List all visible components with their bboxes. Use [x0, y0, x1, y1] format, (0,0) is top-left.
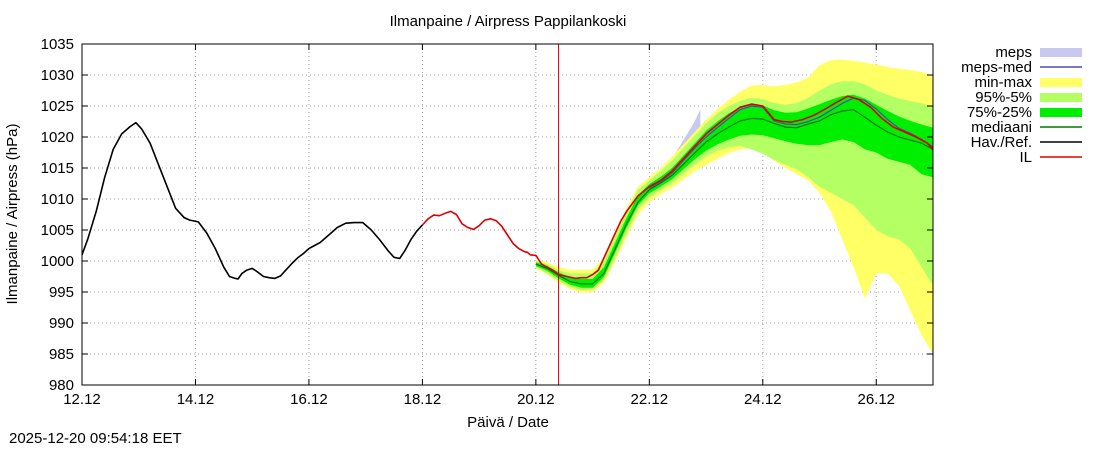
- series-line-hav-ref: [81, 121, 423, 280]
- x-tick-label: 14.12: [177, 391, 215, 408]
- x-tick-label: 22.12: [631, 391, 669, 408]
- legend: mepsmeps-medmin-max95%-5%75%-25%mediaani…: [961, 44, 1082, 166]
- legend-label-meps-med: meps-med: [961, 59, 1032, 76]
- chart-title: Ilmanpaine / Airpress Pappilankoski: [390, 13, 627, 30]
- y-tick-label: 995: [49, 284, 74, 301]
- legend-label-meps: meps: [995, 44, 1032, 61]
- y-tick-label: 985: [49, 346, 74, 363]
- y-tick-label: 1035: [41, 36, 74, 53]
- legend-swatch-min-max: [1040, 78, 1082, 87]
- y-tick-label: 1015: [41, 160, 74, 177]
- legend-label-mediaani: mediaani: [971, 119, 1032, 136]
- x-tick-label: 20.12: [517, 391, 555, 408]
- update-timestamp: 2025-12-20 09:54:18 EET: [9, 430, 182, 447]
- x-tick-label: 24.12: [744, 391, 782, 408]
- forecast-bands: [535, 59, 933, 354]
- band-75-25: [535, 94, 933, 288]
- x-tick-label: 16.12: [290, 391, 328, 408]
- series-lines: [81, 95, 934, 285]
- y-tick-label: 1005: [41, 222, 74, 239]
- series-line-mediaani: [535, 109, 934, 285]
- x-tick-label: 26.12: [857, 391, 895, 408]
- legend-label-hav-ref: Hav./Ref.: [971, 134, 1032, 151]
- x-tick-label: 18.12: [404, 391, 442, 408]
- legend-label-min-max: min-max: [974, 74, 1032, 91]
- y-axis-label: Ilmanpaine / Airpress (hPa): [4, 124, 21, 305]
- series-line-meps-med: [649, 97, 934, 189]
- legend-label-95-5: 95%-5%: [975, 89, 1032, 106]
- plot-frame: [81, 43, 934, 386]
- axis-ticks: 980 985 990 995 1000 1005 1010 1015 1020 1025 1030…: [41, 36, 933, 408]
- y-tick-label: 1000: [41, 253, 74, 270]
- y-tick-label: 980: [49, 377, 74, 394]
- y-tick-label: 1030: [41, 67, 74, 84]
- y-tick-label: 990: [49, 315, 74, 332]
- y-tick-label: 1020: [41, 129, 74, 146]
- legend-swatch-75-25: [1040, 108, 1082, 117]
- y-tick-label: 1025: [41, 98, 74, 115]
- y-tick-label: 1010: [41, 191, 74, 208]
- series-line-il: [421, 95, 934, 280]
- x-tick-label: 12.12: [63, 391, 101, 408]
- legend-label-75-25: 75%-25%: [967, 104, 1032, 121]
- legend-swatch-meps: [1040, 48, 1082, 57]
- legend-label-il: IL: [1019, 149, 1032, 166]
- x-axis-label: Päivä / Date: [467, 414, 549, 431]
- legend-swatch-95-5: [1040, 93, 1082, 102]
